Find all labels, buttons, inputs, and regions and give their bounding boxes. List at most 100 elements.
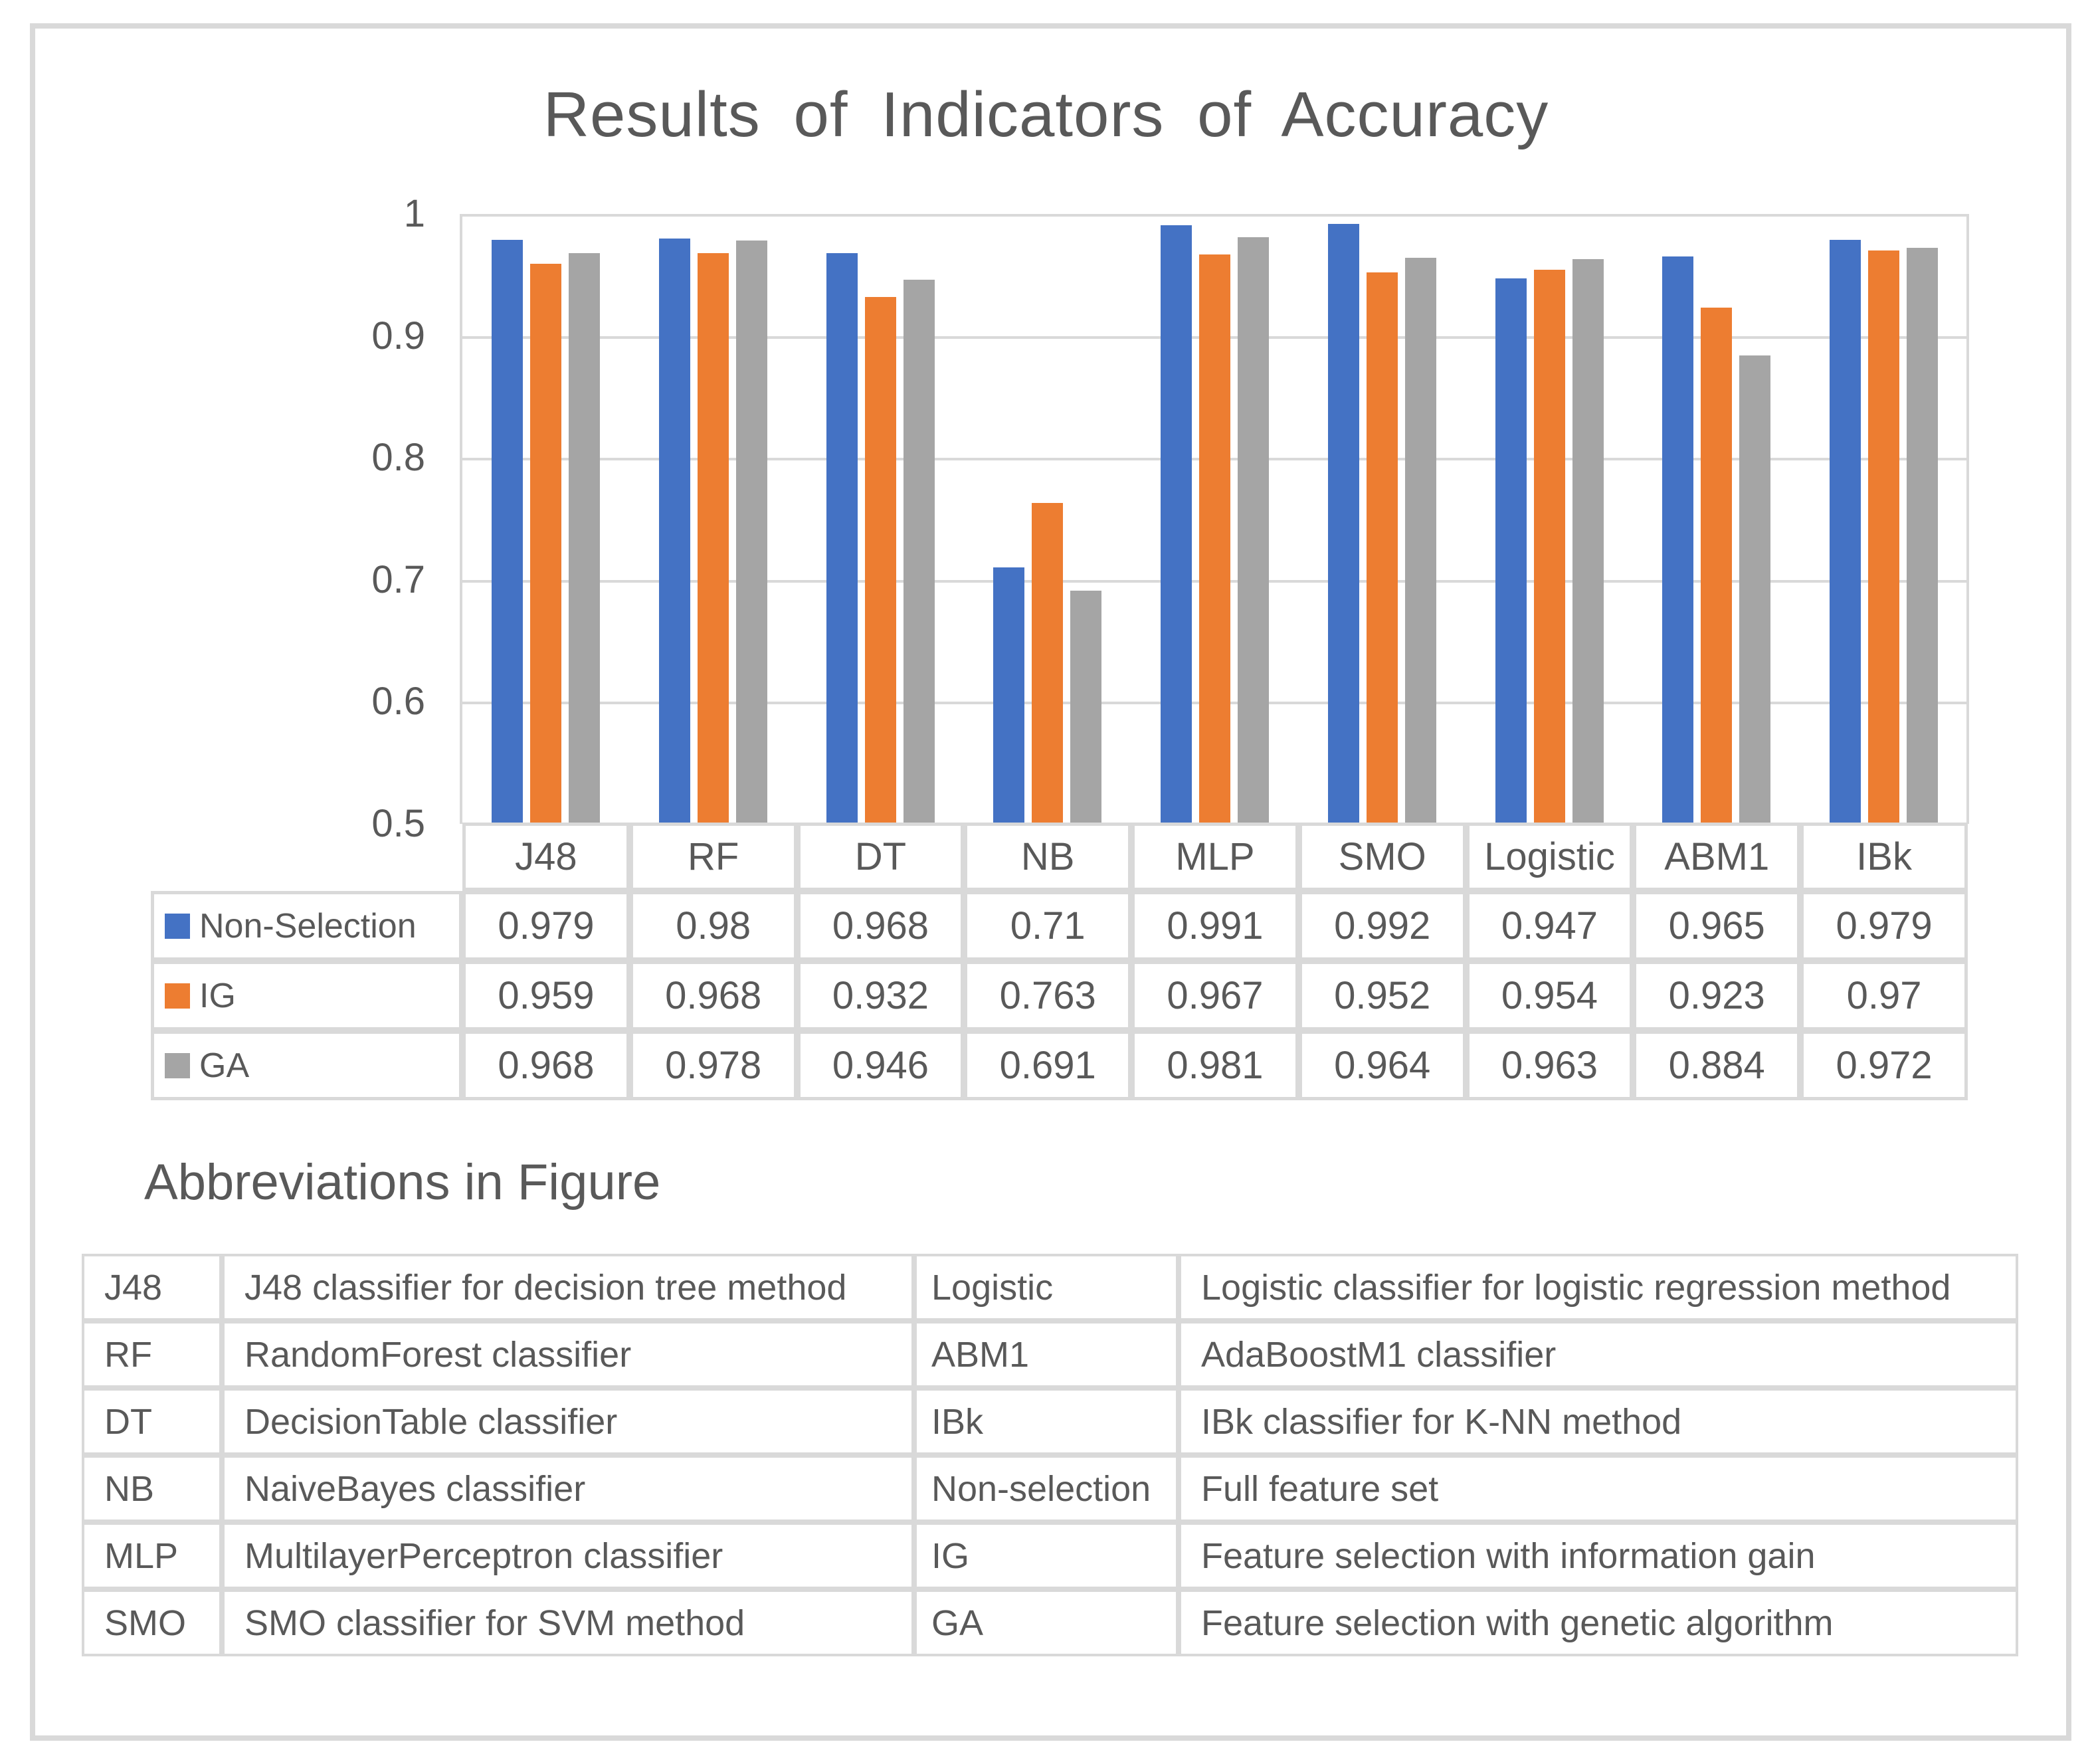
bar-MLP-Non-Selection	[1161, 225, 1192, 824]
abbr-row: RF RandomForest classifier ABM1 AdaBoostM1 …	[82, 1321, 2018, 1388]
legend-cell-IG: IG	[151, 961, 463, 1030]
abbr-cell-desc2: Full feature set	[1179, 1455, 2018, 1522]
y-tick-label: 0.5	[371, 802, 425, 845]
bar-RF-GA	[735, 241, 767, 824]
legend-label: GA	[199, 1046, 250, 1085]
abbr-cell-abbr2: Logistic	[914, 1254, 1179, 1321]
value-GA-IBk: 0.972	[1800, 1030, 1968, 1100]
value-Non-Selection-Logistic: 0.947	[1466, 891, 1634, 961]
value-IG-NB: 0.763	[964, 961, 1132, 1030]
abbreviations-table: J48 J48 classifier for decision tree meth…	[82, 1254, 2018, 1656]
abbr-cell-abbr1: RF	[82, 1321, 222, 1388]
abbr-cell-desc1: MultilayerPerceptron classifier	[222, 1522, 914, 1589]
abbr-row: MLP MultilayerPerceptron classifier IG Feat…	[82, 1522, 2018, 1589]
legend-key-Non-Selection	[165, 913, 190, 939]
abbr-cell-desc1: RandomForest classifier	[222, 1321, 914, 1388]
legend-entry: Non-Selection	[154, 906, 459, 946]
y-axis: 1 0.9 0.8 0.7 0.6 0.5	[266, 195, 425, 843]
category-label-DT: DT	[797, 823, 965, 891]
abbr-cell-abbr1: SMO	[82, 1589, 222, 1656]
abbr-cell-desc2: Logistic classifier for logistic regress…	[1179, 1254, 2018, 1321]
bar-Logistic-Non-Selection	[1495, 278, 1527, 824]
chart-title: Results of Indicators of Accuracy	[543, 79, 1549, 150]
value-Non-Selection-IBk: 0.979	[1800, 891, 1968, 961]
value-GA-SMO: 0.964	[1298, 1030, 1466, 1100]
value-GA-ABM1: 0.884	[1633, 1030, 1801, 1100]
abbr-cell-desc1: NaiveBayes classifier	[222, 1455, 914, 1522]
plot-left-border	[460, 214, 462, 824]
value-IG-RF: 0.968	[629, 961, 797, 1030]
abbr-cell-abbr2: IBk	[914, 1388, 1179, 1455]
value-Non-Selection-RF: 0.98	[629, 891, 797, 961]
bar-ABM1-GA	[1739, 355, 1771, 824]
bar-RF-Non-Selection	[658, 238, 690, 824]
bar-SMO-Non-Selection	[1327, 223, 1359, 824]
value-Non-Selection-ABM1: 0.965	[1633, 891, 1801, 961]
abbr-cell-abbr1: MLP	[82, 1522, 222, 1589]
abbr-cell-desc2: AdaBoostM1 classifier	[1179, 1321, 2018, 1388]
value-Non-Selection-NB: 0.71	[964, 891, 1132, 961]
value-Non-Selection-DT: 0.968	[797, 891, 965, 961]
y-tick-label: 0.9	[371, 314, 425, 357]
value-GA-NB: 0.691	[964, 1030, 1132, 1100]
bar-Logistic-IG	[1533, 270, 1565, 824]
bar-ABM1-IG	[1701, 308, 1733, 824]
bar-IBk-GA	[1907, 248, 1939, 824]
value-Non-Selection-J48: 0.979	[462, 891, 630, 961]
bar-J48-Non-Selection	[492, 239, 523, 824]
y-tick-label: 1	[403, 192, 425, 235]
plot-right-border	[1966, 214, 1969, 824]
legend-label: Non-Selection	[199, 906, 417, 945]
value-GA-Logistic: 0.963	[1466, 1030, 1634, 1100]
bar-IBk-IG	[1868, 250, 1900, 824]
category-label-Logistic: Logistic	[1466, 823, 1634, 891]
series-row-Non-Selection: Non-Selection 0.979 0.98 0.968 0.71 0.991 0.99…	[151, 891, 1968, 961]
category-label-J48: J48	[462, 823, 630, 891]
abbr-cell-abbr2: Non-selection	[914, 1455, 1179, 1522]
bar-MLP-GA	[1238, 237, 1270, 824]
bar-MLP-IG	[1199, 254, 1231, 824]
category-label-RF: RF	[629, 823, 797, 891]
value-IG-SMO: 0.952	[1298, 961, 1466, 1030]
bar-NB-GA	[1070, 591, 1102, 824]
category-label-NB: NB	[964, 823, 1132, 891]
abbr-cell-desc1: DecisionTable classifier	[222, 1388, 914, 1455]
value-GA-RF: 0.978	[629, 1030, 797, 1100]
value-Non-Selection-SMO: 0.992	[1298, 891, 1466, 961]
legend-cell-Non-Selection: Non-Selection	[151, 891, 463, 961]
plot-area	[460, 214, 1969, 824]
abbr-cell-abbr1: DT	[82, 1388, 222, 1455]
bar-DT-GA	[903, 280, 935, 824]
bar-J48-IG	[530, 264, 561, 824]
bar-ABM1-Non-Selection	[1662, 256, 1694, 824]
legend-entry: GA	[154, 1046, 459, 1086]
category-label-IBk: IBk	[1800, 823, 1968, 891]
category-header-row: J48 RF DT NB MLP SMO Logistic ABM1 IBk	[151, 823, 1968, 891]
series-row-IG: IG 0.959 0.968 0.932 0.763 0.967 0.952 0.954 0.9…	[151, 961, 1968, 1030]
bar-SMO-GA	[1404, 258, 1436, 824]
y-tick-label: 0.6	[371, 680, 425, 724]
y-tick-label: 0.8	[371, 436, 425, 480]
abbr-cell-abbr1: J48	[82, 1254, 222, 1321]
bar-NB-IG	[1032, 503, 1064, 824]
value-IG-J48: 0.959	[462, 961, 630, 1030]
legend-cell-GA: GA	[151, 1030, 463, 1100]
value-GA-J48: 0.968	[462, 1030, 630, 1100]
bar-IBk-Non-Selection	[1830, 239, 1861, 824]
abbr-cell-desc1: SMO classifier for SVM method	[222, 1589, 914, 1656]
abbr-row: NB NaiveBayes classifier Non-selection Full…	[82, 1455, 2018, 1522]
value-IG-Logistic: 0.954	[1466, 961, 1634, 1030]
category-label-ABM1: ABM1	[1633, 823, 1801, 891]
value-GA-DT: 0.946	[797, 1030, 965, 1100]
abbreviations-heading: Abbreviations in Figure	[144, 1154, 661, 1211]
abbr-row: J48 J48 classifier for decision tree meth…	[82, 1254, 2018, 1321]
abbr-cell-abbr2: GA	[914, 1589, 1179, 1656]
abbr-cell-abbr2: ABM1	[914, 1321, 1179, 1388]
abbr-cell-desc1: J48 classifier for decision tree method	[222, 1254, 914, 1321]
abbr-cell-desc2: Feature selection with information gain	[1179, 1522, 2018, 1589]
value-IG-MLP: 0.967	[1131, 961, 1299, 1030]
abbr-row: DT DecisionTable classifier IBk IBk classif…	[82, 1388, 2018, 1455]
bar-DT-Non-Selection	[826, 252, 858, 824]
table-corner-blank	[151, 823, 462, 891]
gridline	[462, 214, 1968, 217]
